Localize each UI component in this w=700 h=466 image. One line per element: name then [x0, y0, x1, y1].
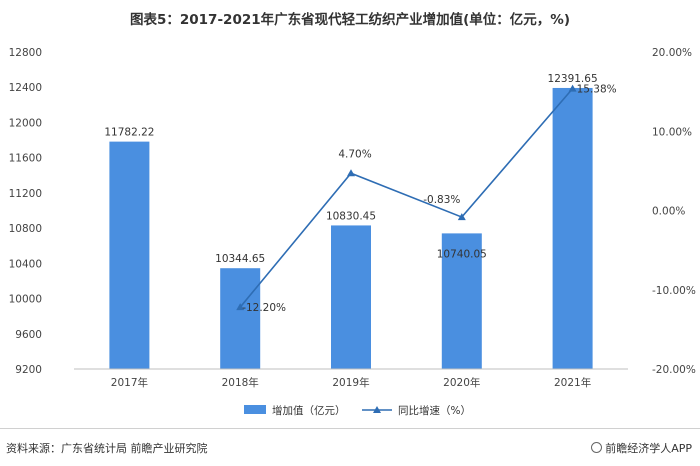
bar	[220, 268, 261, 369]
growth-line-marker	[568, 84, 577, 92]
growth-data-label: 4.70%	[338, 148, 371, 160]
legend-line-label: 同比增速（%）	[398, 404, 471, 417]
legend-bar-label: 增加值（亿元）	[272, 404, 346, 417]
bar-data-label: 11782.22	[104, 127, 154, 139]
source-note: 资料来源：广东省统计局 前瞻产业研究院	[6, 442, 208, 455]
y-right-tick-label: 0.00%	[652, 206, 685, 218]
bar-data-label: 10740.05	[437, 248, 487, 260]
x-tick-label: 2017年	[111, 376, 148, 389]
bar-data-label: 10344.65	[215, 253, 265, 265]
y-left-tick-label: 9200	[15, 364, 42, 376]
y-left-tick-label: 12400	[9, 82, 42, 94]
page-title: 图表5：2017-2021年广东省现代轻工纺织产业增加值(单位：亿元，%)	[129, 12, 570, 28]
y-left-tick-label: 10800	[9, 223, 42, 235]
x-tick-label: 2020年	[443, 376, 480, 389]
brand-logo-icon	[591, 442, 603, 453]
bar-data-label: 10830.45	[326, 210, 376, 222]
growth-line-marker	[236, 303, 245, 311]
growth-data-label: -0.83%	[423, 194, 460, 206]
growth-line	[239, 88, 574, 308]
bar	[331, 225, 371, 369]
growth-line-marker	[347, 169, 355, 177]
bar	[109, 141, 150, 369]
y-left-tick-label: 12800	[9, 47, 42, 59]
growth-data-label: 15.38%	[577, 84, 617, 96]
bar	[441, 233, 482, 369]
footer-divider	[0, 428, 700, 429]
x-tick-label: 2019年	[332, 376, 369, 389]
growth-data-label: -12.20%	[242, 302, 286, 314]
y-right-tick-label: 10.00%	[652, 126, 692, 138]
legend-bar-swatch	[244, 405, 266, 414]
legend-line-marker	[373, 406, 381, 413]
y-left-tick-label: 11200	[9, 188, 42, 200]
y-left-tick-label: 10400	[9, 258, 42, 270]
x-tick-label: 2021年	[554, 376, 591, 389]
y-left-tick-label: 10000	[9, 294, 42, 306]
growth-line-marker	[457, 213, 466, 221]
brand-credit: 前瞻经济学人APP	[591, 440, 692, 456]
x-tick-label: 2018年	[222, 376, 259, 389]
bar-data-label: 12391.65	[548, 73, 598, 85]
y-right-tick-label: -20.00%	[652, 364, 696, 376]
bar	[552, 87, 593, 369]
y-right-tick-label: 20.00%	[652, 47, 692, 59]
y-right-tick-label: -10.00%	[652, 285, 696, 297]
brand-label: 前瞻经济学人APP	[605, 442, 692, 455]
y-left-tick-label: 9600	[15, 329, 42, 341]
y-left-tick-label: 12000	[9, 117, 42, 129]
y-left-tick-label: 11600	[9, 153, 42, 165]
